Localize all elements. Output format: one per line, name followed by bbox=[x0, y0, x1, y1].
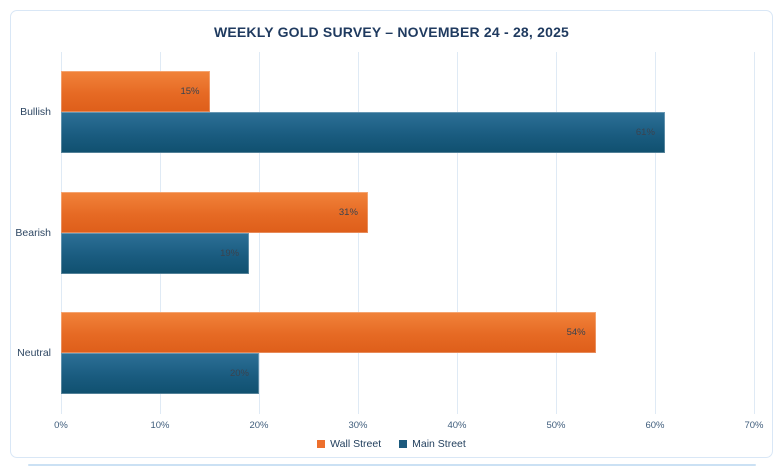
chart-card: WEEKLY GOLD SURVEY – NOVEMBER 24 - 28, 2… bbox=[10, 10, 773, 458]
gridline-60% bbox=[655, 52, 656, 414]
bar-value-label: 31% bbox=[338, 206, 358, 218]
x-tick-label-50%: 50% bbox=[546, 420, 566, 431]
bar-value-label: 61% bbox=[635, 127, 655, 138]
x-tick-label-30%: 30% bbox=[348, 420, 368, 431]
bar-main-street-bullish: 61% bbox=[61, 112, 665, 153]
bar-wall-street-bullish: 15% bbox=[61, 71, 210, 112]
legend-swatch-icon bbox=[399, 440, 408, 448]
x-axis: 0% 10% 20% 30% 40% 50% 60% 70% bbox=[54, 420, 763, 434]
legend-label: Main Street bbox=[412, 438, 466, 450]
bar-value-label: 20% bbox=[229, 368, 249, 380]
legend: Wall Street Main Street bbox=[11, 438, 772, 450]
bar-wall-street-bearish: 31% bbox=[61, 191, 368, 233]
bar-main-street-neutral: 20% bbox=[61, 353, 259, 395]
category-label-bearish: Bearish bbox=[15, 226, 51, 239]
legend-item-main-street: Main Street bbox=[399, 438, 466, 450]
category-label-neutral: Neutral bbox=[17, 347, 51, 360]
x-tick-label-40%: 40% bbox=[447, 420, 467, 431]
x-tick-label-60%: 60% bbox=[645, 420, 665, 431]
bar-value-label: 15% bbox=[180, 86, 200, 97]
plot-area: Bullish 15% 61% Bearish 31% 19% Neutral 54% 20% bbox=[15, 52, 755, 414]
gridline-20% bbox=[259, 52, 260, 414]
bar-main-street-bearish: 19% bbox=[61, 232, 250, 274]
bar-value-label: 54% bbox=[566, 327, 586, 339]
gridline-50% bbox=[556, 52, 557, 414]
gridline-40% bbox=[457, 52, 458, 414]
bar-value-label: 19% bbox=[220, 247, 240, 259]
legend-label: Wall Street bbox=[330, 438, 382, 450]
legend-item-wall-street: Wall Street bbox=[317, 438, 381, 450]
gridline-70% bbox=[754, 52, 755, 414]
x-tick-label-0%: 0% bbox=[54, 420, 68, 431]
chart-title: WEEKLY GOLD SURVEY – NOVEMBER 24 - 28, 2… bbox=[213, 24, 570, 40]
page-bottom-rule bbox=[28, 464, 756, 466]
x-tick-label-10%: 10% bbox=[150, 420, 170, 431]
bar-wall-street-neutral: 54% bbox=[61, 312, 596, 354]
category-label-bullish: Bullish bbox=[20, 106, 51, 118]
x-tick-label-20%: 20% bbox=[249, 420, 269, 431]
gridline-30% bbox=[358, 52, 359, 414]
legend-swatch-icon bbox=[317, 440, 326, 448]
x-tick-label-70%: 70% bbox=[744, 420, 764, 431]
